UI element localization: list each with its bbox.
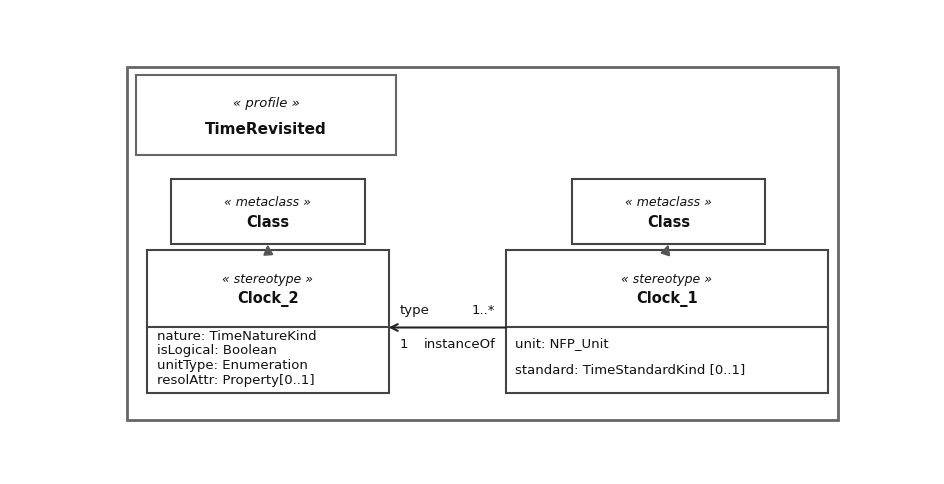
Text: « metaclass »: « metaclass » xyxy=(625,196,712,209)
Text: resolAttr: Property[0..1]: resolAttr: Property[0..1] xyxy=(157,374,314,387)
Text: Class: Class xyxy=(647,215,690,230)
Text: unit: NFP_Unit: unit: NFP_Unit xyxy=(515,337,609,350)
Text: Clock_2: Clock_2 xyxy=(237,291,299,307)
Text: instanceOf: instanceOf xyxy=(424,338,496,351)
Bar xyxy=(136,75,396,155)
Text: « metaclass »: « metaclass » xyxy=(224,196,312,209)
Text: Class: Class xyxy=(246,215,289,230)
Text: nature: TimeNatureKind: nature: TimeNatureKind xyxy=(157,330,316,343)
Text: TimeRevisited: TimeRevisited xyxy=(205,122,327,137)
Text: standard: TimeStandardKind [0..1]: standard: TimeStandardKind [0..1] xyxy=(515,363,746,376)
Bar xyxy=(506,250,828,393)
Bar xyxy=(147,250,389,393)
Text: isLogical: Boolean: isLogical: Boolean xyxy=(157,345,277,358)
Bar xyxy=(571,179,766,244)
Text: Clock_1: Clock_1 xyxy=(636,291,698,307)
Text: « profile »: « profile » xyxy=(233,97,299,110)
Text: 1..*: 1..* xyxy=(471,304,495,317)
Text: 1: 1 xyxy=(399,338,408,351)
Bar xyxy=(171,179,364,244)
Text: unitType: Enumeration: unitType: Enumeration xyxy=(157,359,308,372)
Text: type: type xyxy=(399,304,430,317)
Text: « stereotype »: « stereotype » xyxy=(621,273,712,286)
Text: « stereotype »: « stereotype » xyxy=(223,273,313,286)
